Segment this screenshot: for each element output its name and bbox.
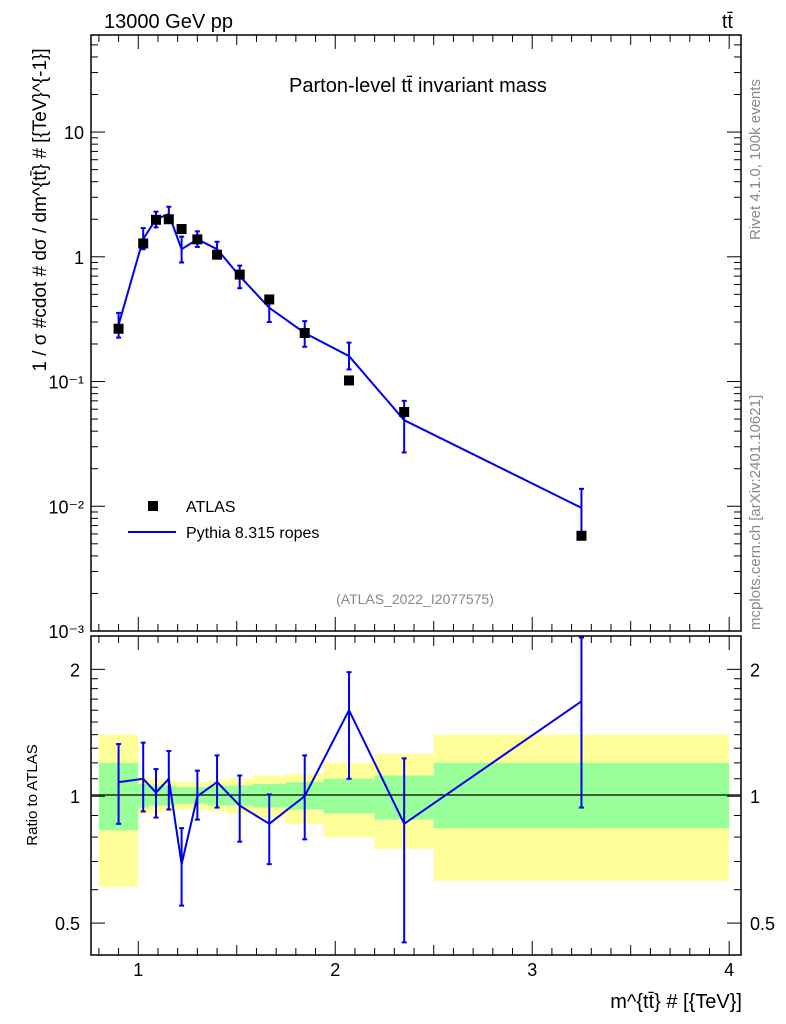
legend-atlas-marker [148,501,158,511]
x-axis-label: m^{tt̄} # [{TeV}] [610,991,742,1013]
ratio-y-tick-label-left: 2 [70,660,80,680]
rivet-version-label: Rivet 4.1.0, 100k events [747,79,764,240]
main-y-tick-label: 10⁻² [48,497,84,517]
ratio-y-axis-label: Ratio to ATLAS [24,744,41,845]
atlas-data-point [163,214,174,225]
x-tick-label: 2 [330,960,340,980]
atlas-data-point [176,224,187,235]
main-title: Parton-level tt̄ invariant mass [289,75,547,97]
main-y-axis-label: 1 / σ #cdot # dσ / dm^{tt̄} # [{TeV}^{-1… [30,48,51,371]
legend-atlas-label: ATLAS [186,499,236,516]
pythia-line [117,212,582,509]
ratio-y-tick-label-left: 0.5 [55,914,80,934]
main-y-tick-label: 10 [64,123,84,143]
legend: ATLAS Pythia 8.315 ropes [128,499,319,542]
x-tick-label: 1 [133,960,143,980]
atlas-data-point [113,323,124,334]
main-y-tick-label: 10⁻¹ [48,373,84,393]
atlas-data-point [299,327,310,338]
header-energy-label: 13000 GeV pp [104,11,233,33]
ratio-plot-frame [90,635,742,956]
ratio-y-tick-label-right: 1 [750,787,760,807]
atlas-data-point [192,234,203,245]
atlas-data-point [576,530,587,541]
atlas-data-point [151,214,161,225]
x-tick-label: 4 [724,960,734,980]
atlas-data-point [264,294,275,305]
atlas-data-point [138,238,149,249]
atlas-data-point [399,406,410,417]
atlas-data-point [234,269,245,280]
atlas-data-point [344,375,355,386]
ratio-panel: 2 2 1 1 0.5 0.5 1 2 3 4 Ratio to ATLAS m^{tt̄} # … [24,635,775,1013]
main-panel: 10 1 10⁻¹ 10⁻² 10⁻³ Parton-level tt̄ invaria… [30,34,742,642]
main-y-tick-label: 10⁻³ [48,622,84,642]
ratio-y-tick-label-right: 2 [750,660,760,680]
ratio-band-1sigma [323,778,375,814]
atlas-data-point [212,249,223,260]
analysis-tag: (ATLAS_2022_I2077575) [336,591,494,607]
main-y-tick-label: 1 [74,248,84,268]
legend-pythia-label: Pythia 8.315 ropes [186,525,319,542]
x-tick-label: 3 [527,960,537,980]
header-process-label: tt̄ [722,11,734,33]
main-plot-frame [90,34,742,632]
ratio-y-tick-label-right: 0.5 [750,914,775,934]
ratio-y-tick-label-left: 1 [70,787,80,807]
mcplots-label: mcplots.cern.ch [arXiv:2401.10621] [747,395,764,630]
